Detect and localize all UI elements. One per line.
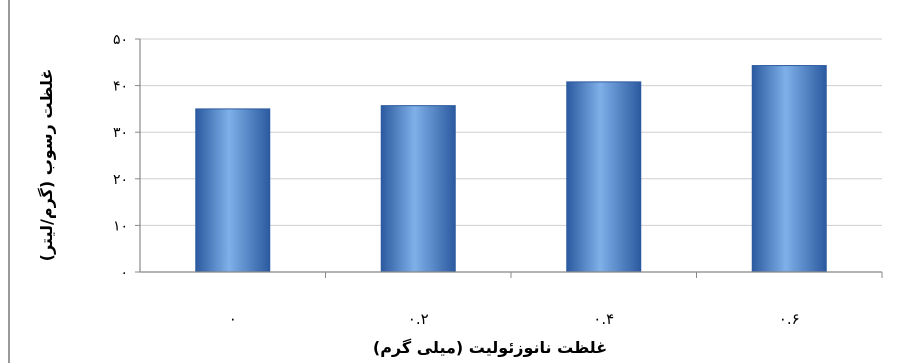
y-tick-label: ۳۰ [113, 125, 128, 141]
y-tick-label: ۱۰ [113, 218, 128, 234]
x-tick-label: ۰.۶ [779, 310, 800, 328]
bar [751, 65, 827, 273]
y-tick-label: ۰ [120, 265, 128, 281]
bar [380, 105, 456, 273]
x-tick-label: ۰.۴ [593, 310, 614, 328]
bars [195, 65, 827, 273]
x-axis-label: غلظت نانوزئولیت (میلی گرم) [373, 338, 607, 357]
y-axis-label: غلظت رسوب (گرم/لیتر) [37, 69, 56, 262]
y-tick-label: ۲۰ [113, 172, 128, 188]
y-tick-label: ۴۰ [113, 79, 128, 95]
x-tick-labels: ۰ ۰.۲ ۰.۴ ۰.۶ [229, 272, 883, 328]
x-tick-label: ۰.۲ [408, 310, 429, 328]
y-tick-label: ۵۰ [113, 32, 128, 48]
bar [566, 81, 642, 273]
y-tick-labels: ۰ ۱۰ ۲۰ ۳۰ ۴۰ ۵۰ [113, 32, 140, 281]
bar [195, 108, 271, 273]
x-tick-label: ۰ [229, 310, 237, 328]
